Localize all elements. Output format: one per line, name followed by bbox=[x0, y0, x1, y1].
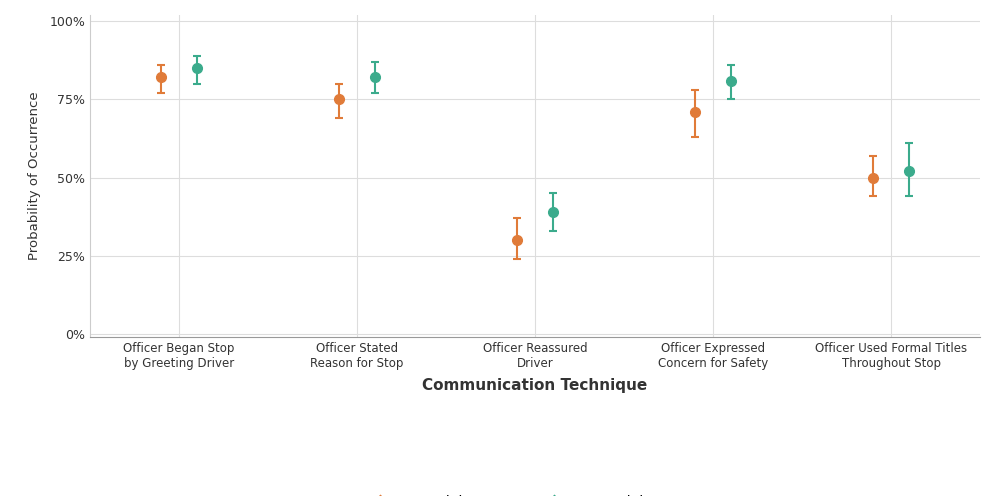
Legend: Pre-training Stops, Post-training Stops: Pre-training Stops, Post-training Stops bbox=[360, 490, 710, 496]
Y-axis label: Probability of Occurrence: Probability of Occurrence bbox=[28, 92, 41, 260]
X-axis label: Communication Technique: Communication Technique bbox=[422, 378, 648, 393]
